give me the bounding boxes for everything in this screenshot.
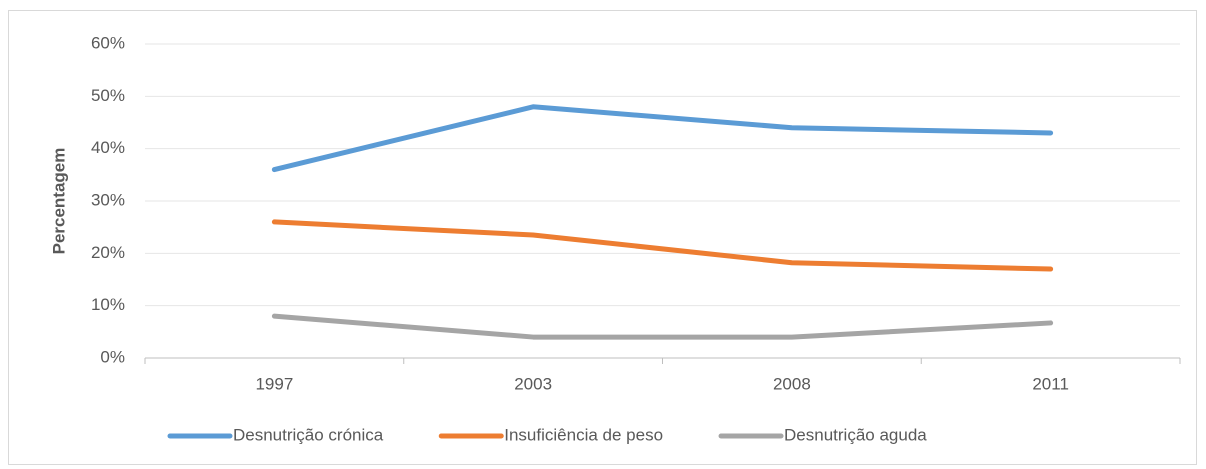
x-tick-label: 2003 <box>514 374 552 393</box>
legend-label: Desnutrição aguda <box>784 425 927 444</box>
x-tick-label: 2008 <box>773 374 811 393</box>
x-tick-label: 1997 <box>255 374 293 393</box>
y-tick-label: 50% <box>91 86 125 105</box>
y-tick-label: 10% <box>91 295 125 314</box>
series-line <box>271 313 1054 340</box>
y-tick-label: 20% <box>91 243 125 262</box>
legend-label: Desnutrição crónica <box>233 425 384 444</box>
series-line <box>271 104 1054 173</box>
chart-frame <box>8 10 1197 465</box>
series-line <box>271 219 1054 272</box>
y-tick-label: 60% <box>91 33 125 52</box>
y-axis-label: Percentagem <box>49 148 68 255</box>
y-tick-label: 0% <box>100 347 125 366</box>
y-tick-label: 40% <box>91 138 125 157</box>
y-tick-label: 30% <box>91 190 125 209</box>
legend-label: Insuficiência de peso <box>504 425 663 444</box>
x-tick-label: 2011 <box>1032 374 1069 393</box>
